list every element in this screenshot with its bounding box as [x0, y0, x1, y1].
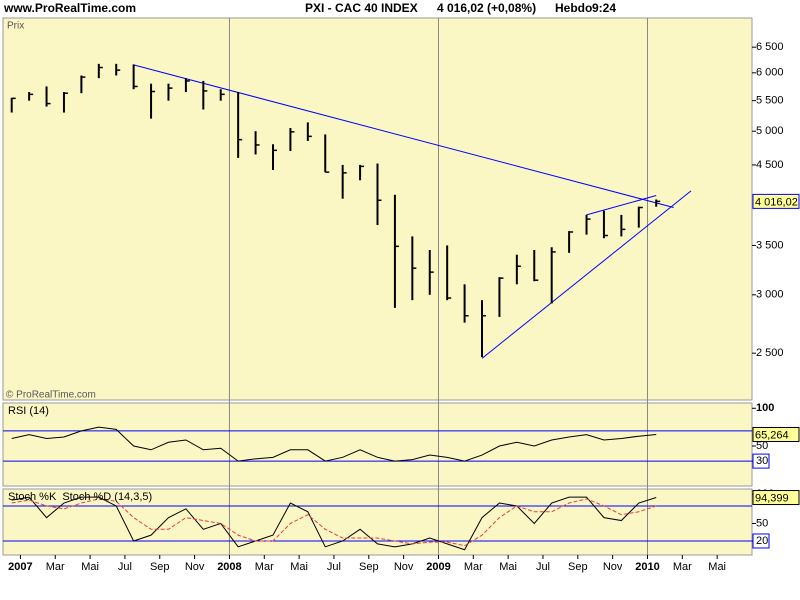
- level-box: [752, 533, 770, 549]
- x-tick-label: Mai: [81, 561, 99, 573]
- period: Hebdo: [555, 1, 592, 15]
- x-tick-label: 2010: [635, 561, 659, 573]
- y-tick-label: 6 500: [756, 41, 784, 53]
- quote: 4 016,02 (+0,08%): [437, 1, 536, 15]
- legend-label: RSI (14): [8, 405, 49, 417]
- legend-label: Stoch %K: [8, 491, 57, 503]
- x-tick-label: Mar: [464, 561, 483, 573]
- y-tick-label: 5 000: [756, 125, 784, 137]
- y-tick-label: 50: [756, 440, 768, 452]
- site: www.ProRealTime.com: [3, 1, 136, 15]
- time: 9:24: [592, 1, 616, 15]
- x-tick-label: 2009: [426, 561, 450, 573]
- x-tick-label: 2007: [8, 561, 32, 573]
- x-tick-label: Nov: [394, 561, 414, 573]
- rsi-panel: [2, 402, 753, 487]
- series-line: [11, 498, 657, 547]
- series-line: [11, 496, 657, 551]
- last-value-box: [752, 490, 800, 506]
- y-tick-label: 5 500: [756, 95, 784, 107]
- y-tick-label: 3 000: [756, 289, 784, 301]
- x-tick-label: Mai: [290, 561, 308, 573]
- x-tick-label: Nov: [185, 561, 205, 573]
- y-tick-label: 50: [756, 517, 768, 529]
- trendline: [133, 64, 674, 208]
- level-box: [752, 453, 770, 469]
- x-tick-label: Nov: [603, 561, 623, 573]
- last-value-label: 65,264: [755, 429, 789, 441]
- legend-label: Stoch %D (14,3,5): [62, 491, 152, 503]
- x-tick-label: Sep: [150, 561, 170, 573]
- y-tick-label: 30: [756, 455, 768, 467]
- x-tick-label: Sep: [359, 561, 379, 573]
- x-tick-label: Mar: [673, 561, 692, 573]
- series-line: [11, 426, 657, 462]
- y-tick-label: 6 000: [756, 67, 784, 79]
- y-tick-label: 100: [756, 402, 774, 414]
- x-tick-label: Jul: [327, 561, 341, 573]
- x-tick-label: Jul: [118, 561, 132, 573]
- last-value-label: 4 016,02: [755, 196, 798, 208]
- copyright: © ProRealTime.com: [6, 390, 96, 401]
- last-value-box: [752, 426, 800, 442]
- last-value-label: 94,399: [755, 492, 789, 504]
- last-value-box: [752, 193, 800, 209]
- y-tick-label: 20: [756, 535, 768, 547]
- panel-title: Prix: [7, 21, 24, 32]
- trendline: [481, 190, 692, 359]
- y-tick-label: 4 500: [756, 159, 784, 171]
- x-tick-label: 2008: [217, 561, 241, 573]
- x-tick-label: Mai: [708, 561, 726, 573]
- x-tick-label: Jul: [536, 561, 550, 573]
- y-tick-label: 2 500: [756, 347, 784, 359]
- x-tick-label: Mai: [499, 561, 517, 573]
- x-tick-label: Mar: [255, 561, 274, 573]
- instrument: PXI - CAC 40 INDEX: [305, 1, 418, 15]
- trendline: [586, 195, 657, 216]
- y-tick-label: 3 500: [756, 239, 784, 251]
- x-tick-label: Sep: [568, 561, 588, 573]
- x-tick-label: Mar: [46, 561, 65, 573]
